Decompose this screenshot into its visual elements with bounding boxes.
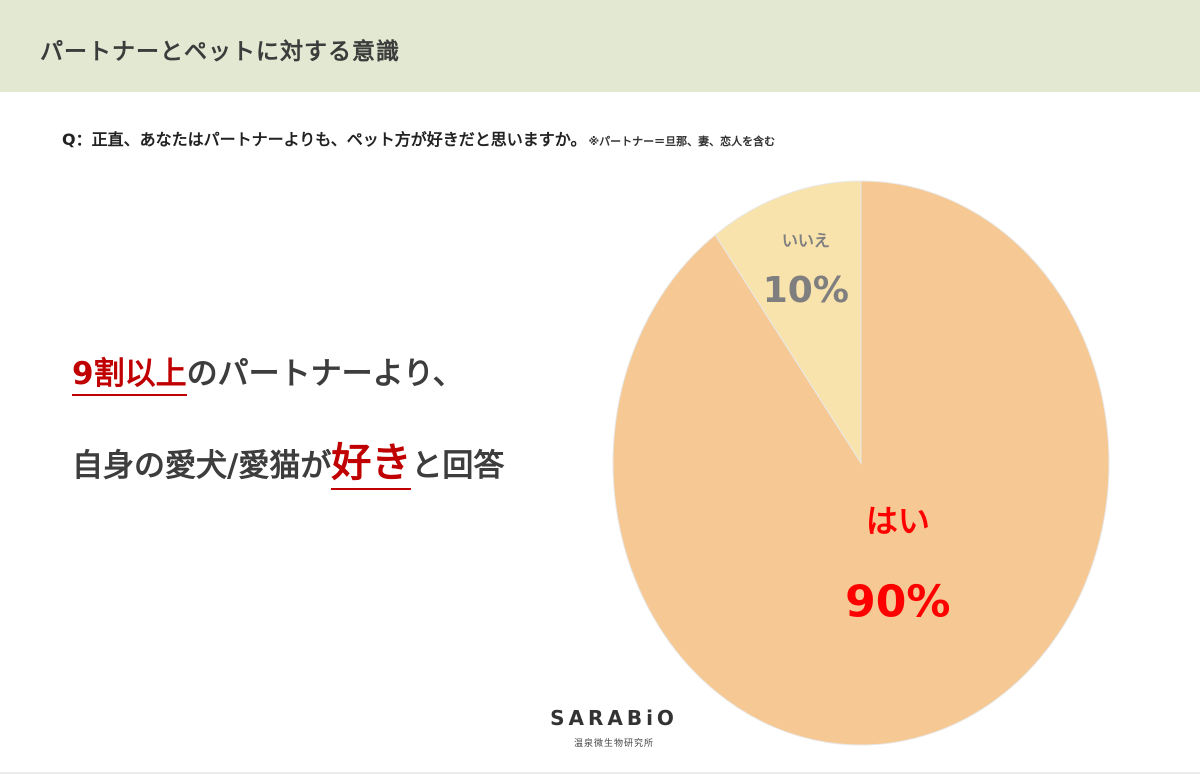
- header-band: [0, 0, 1200, 92]
- headline-line1-rest: のパートナーより、: [186, 356, 464, 392]
- pie-label-name-1: いいえ: [782, 231, 830, 250]
- logo-sub-text: 温泉微生物研究所: [573, 739, 654, 749]
- pie-slice-1: [714, 180, 862, 465]
- survey-question: Q：正直、あなたはパートナーよりも、ペット方が好きだと思いますか。 ※パートナー＝…: [62, 126, 775, 150]
- pie-label-name-0: はい: [866, 502, 930, 540]
- headline-line-1: 9割以上のパートナーより、: [72, 348, 464, 396]
- question-text: Q：正直、あなたはパートナーよりも、ペット方が好きだと思いますか。: [62, 130, 587, 149]
- question-note: ※パートナー＝旦那、妻、恋人を含む: [588, 135, 776, 148]
- pie-label-value-0: 90%: [845, 577, 950, 628]
- headline-line2-prefix: 自身の愛犬/愛猫が: [72, 448, 332, 484]
- bottom-divider: [0, 772, 1200, 774]
- logo-main-text: SARABiO: [550, 706, 678, 730]
- headline-emphasis-like: 好き: [331, 440, 412, 490]
- headline-line-2: 自身の愛犬/愛猫が好きと回答: [72, 430, 505, 490]
- headline-line2-suffix: と回答: [411, 448, 505, 484]
- page-title: パートナーとペットに対する意識: [40, 39, 400, 65]
- pie-label-value-1: 10%: [763, 270, 849, 311]
- sarabio-logo: SARABiO 温泉微生物研究所: [549, 706, 679, 749]
- headline-emphasis-ratio: 9割以上: [72, 356, 187, 396]
